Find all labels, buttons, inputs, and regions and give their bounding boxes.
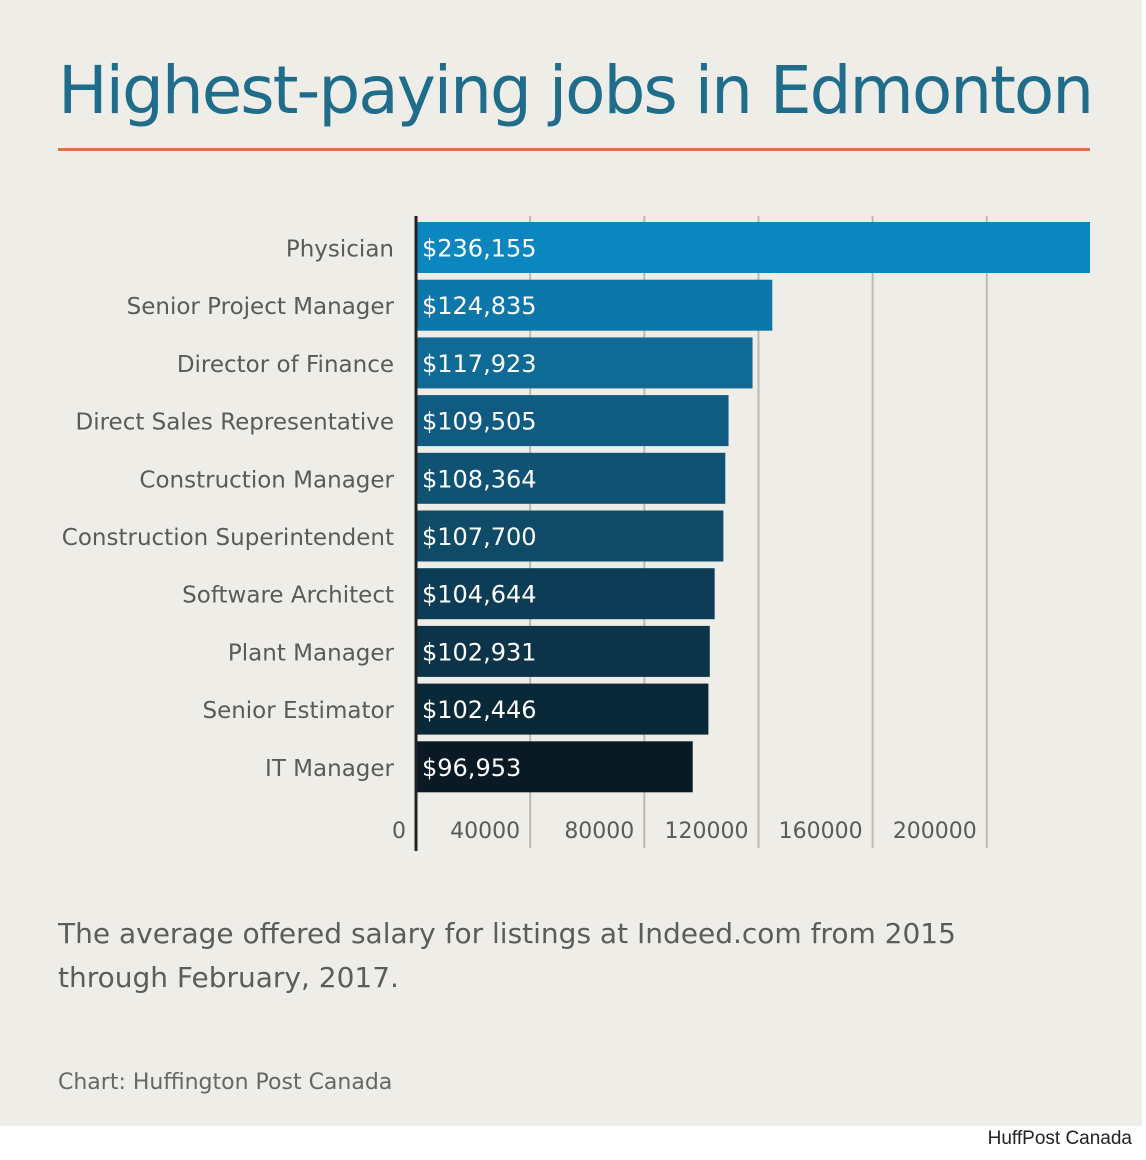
bar-value-label: $96,953 [422,754,521,782]
bar-value-label: $236,155 [422,235,537,263]
chart-credit: Chart: Huffington Post Canada [58,1070,393,1095]
bar [416,625,710,677]
category-label: Direct Sales Representative [76,410,395,436]
category-label: Senior Project Manager [127,294,395,320]
bar [416,337,753,389]
chart-title: Highest-paying jobs in Edmonton [58,52,1094,129]
bar [416,683,709,735]
title-underline [58,148,1090,151]
bar-value-label: $102,446 [422,696,537,724]
x-tick-label: 120000 [665,819,749,844]
infographic-card: Highest-paying jobs in Edmonton $236,155… [0,0,1142,1126]
bar-value-label: $104,644 [422,581,537,609]
category-label: IT Manager [265,756,395,782]
x-tick-label: 0 [392,819,406,844]
bar [416,452,726,504]
bar [416,279,773,331]
chart-caption: The average offered salary for listings … [58,917,956,994]
watermark: HuffPost Canada [987,1128,1132,1149]
x-tick-label: 200000 [893,819,977,844]
bar [416,222,1090,273]
bar-chart: $236,155 Physician $124,835 Senior Project … [62,216,1090,851]
category-label: Senior Estimator [202,698,394,724]
category-label: Construction Manager [139,467,394,493]
category-label: Physician [286,237,394,263]
x-tick-label: 80000 [564,819,634,844]
bar-value-label: $108,364 [422,465,537,493]
bar-value-label: $109,505 [422,408,537,436]
category-label: Software Architect [182,583,394,609]
bar [416,568,715,620]
bar-value-label: $102,931 [422,638,537,666]
bar [416,510,724,562]
bar [416,741,693,793]
bar-value-label: $124,835 [422,292,537,320]
bar-value-label: $117,923 [422,350,537,378]
category-label: Construction Superintendent [62,525,394,551]
category-label: Plant Manager [228,640,395,666]
category-label: Director of Finance [177,352,394,378]
bar [416,395,729,447]
x-tick-label: 40000 [450,819,520,844]
x-tick-label: 160000 [779,819,863,844]
bar-value-label: $107,700 [422,523,537,551]
